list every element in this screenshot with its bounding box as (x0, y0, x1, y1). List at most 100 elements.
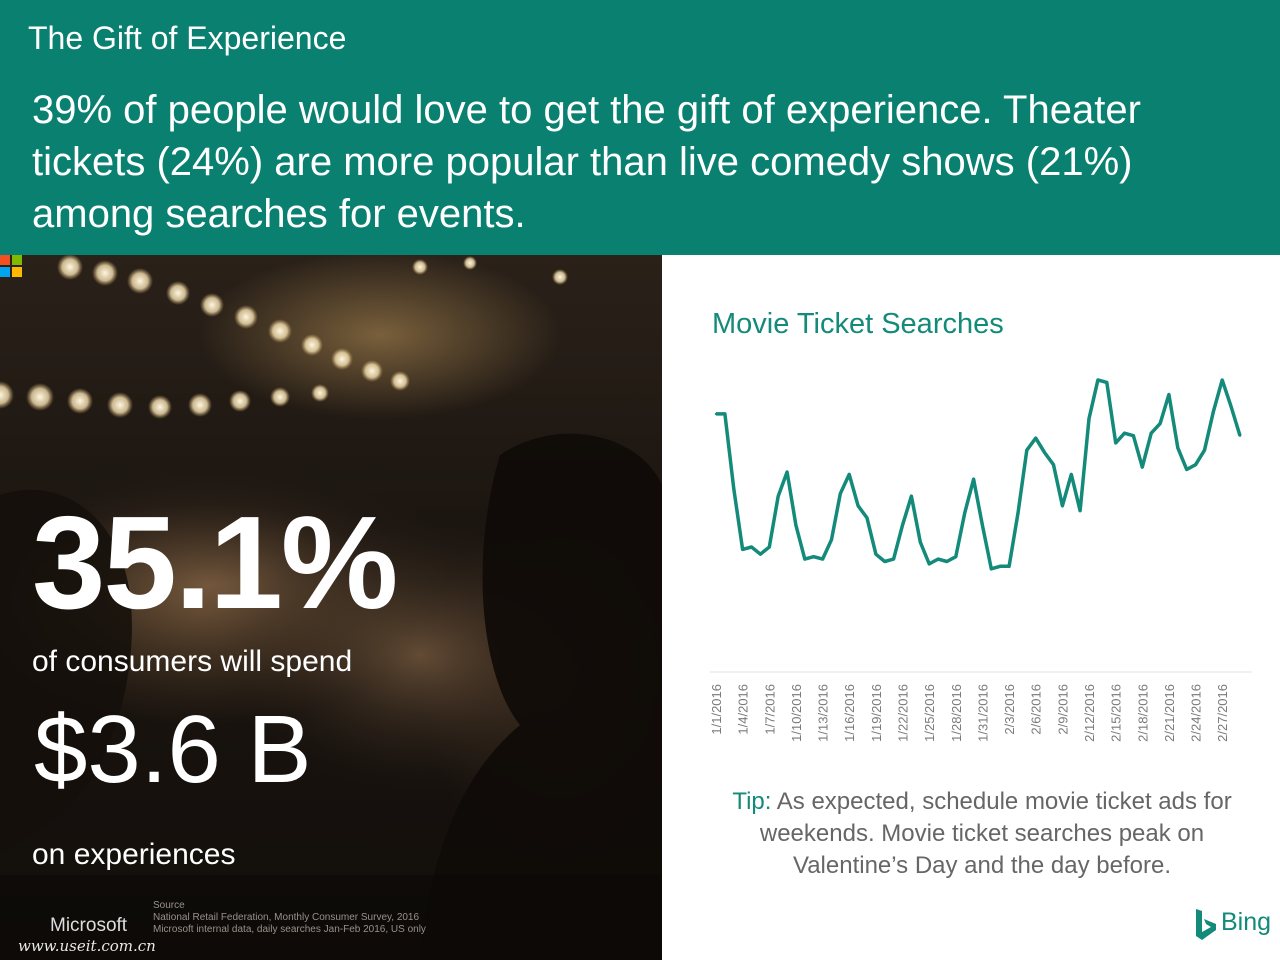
data-point (1203, 449, 1206, 452)
data-point (1150, 432, 1153, 435)
data-point (919, 540, 922, 544)
data-point (1132, 434, 1135, 437)
data-point (883, 560, 886, 563)
data-point (839, 492, 842, 495)
data-point (723, 412, 727, 416)
x-tick-label: 2/9/2016 (1055, 684, 1070, 735)
data-point (741, 548, 744, 551)
data-point (1212, 410, 1215, 413)
x-tick-label: 1/16/2016 (842, 684, 857, 742)
experiences-label: on experiences (32, 838, 236, 871)
data-point (1025, 449, 1028, 452)
x-tick-label: 1/22/2016 (896, 684, 911, 742)
data-point (1078, 509, 1082, 512)
page-title: The Gift of Experience (28, 20, 347, 56)
data-point (1061, 504, 1064, 507)
photo-illustration (0, 255, 662, 960)
data-point (794, 524, 798, 527)
data-point (1167, 393, 1171, 396)
data-point (1176, 446, 1179, 449)
percent-stat: 35.1% (32, 489, 398, 636)
tip-text: Tip: As expected, schedule movie ticket … (712, 786, 1252, 882)
x-tick-label: 1/10/2016 (789, 684, 804, 742)
data-point (785, 470, 789, 474)
x-tick-label: 2/15/2016 (1109, 684, 1124, 742)
bing-logo-icon (1196, 909, 1216, 940)
data-point (1034, 436, 1037, 440)
data-point (963, 511, 966, 515)
headline-text: 39% of people would love to get the gift… (32, 88, 1141, 236)
source-line-1: National Retail Federation, Monthly Cons… (153, 912, 420, 923)
x-tick-label: 2/12/2016 (1082, 684, 1097, 742)
microsoft-logo-icon (0, 255, 22, 277)
data-point (777, 495, 780, 498)
x-tick-label: 2/24/2016 (1189, 684, 1204, 742)
line-chart: 1/1/2016 1/4/2016 1/7/2016 1/10/2016 1/13/20… (709, 378, 1252, 742)
data-point (1194, 463, 1197, 466)
bing-wordmark: Bing (1221, 908, 1272, 936)
data-point (1052, 463, 1055, 466)
x-tick-label: 2/18/2016 (1135, 684, 1150, 742)
data-point (1114, 441, 1117, 445)
data-point (990, 567, 993, 570)
data-point (830, 538, 833, 541)
string-lights (0, 255, 568, 419)
data-point (945, 560, 949, 563)
x-tick-label: 1/7/2016 (762, 684, 777, 735)
data-point (750, 545, 753, 549)
data-point (768, 545, 771, 549)
data-point (1105, 381, 1108, 384)
source-line-2: Microsoft internal data, daily searches … (153, 924, 426, 935)
data-point (1070, 473, 1073, 476)
chart-title: Movie Ticket Searches (712, 308, 1004, 340)
data-point (856, 504, 860, 507)
spend-label: of consumers will spend (32, 645, 353, 678)
x-tick-label: 1/19/2016 (869, 684, 884, 742)
x-tick-label: 1/28/2016 (949, 684, 964, 742)
data-point (1229, 405, 1233, 408)
data-point (981, 524, 984, 527)
source-heading: Source (153, 900, 185, 911)
data-point (954, 555, 957, 558)
data-point (1158, 422, 1162, 425)
data-point (972, 478, 975, 481)
data-point (1007, 565, 1011, 568)
tip-label: Tip: (732, 788, 772, 815)
x-tick-label: 1/13/2016 (816, 684, 831, 742)
x-tick-label: 2/21/2016 (1162, 684, 1177, 742)
data-point (1123, 432, 1126, 435)
tip-body: As expected, schedule movie ticket ads f… (759, 788, 1232, 879)
x-tick-label: 1/4/2016 (736, 684, 751, 735)
data-point (848, 473, 851, 476)
data-point (812, 555, 815, 558)
data-point (999, 565, 1002, 568)
x-tick-label: 1/25/2016 (922, 684, 937, 742)
data-point (803, 557, 806, 561)
x-tick-label: 2/27/2016 (1215, 684, 1230, 742)
series-line (716, 378, 1242, 571)
data-point (892, 557, 895, 561)
data-point (874, 553, 878, 556)
source-note: Source National Retail Federation, Month… (153, 900, 426, 936)
data-point (928, 562, 931, 566)
data-point (1185, 468, 1188, 471)
data-point (910, 495, 913, 498)
data-point (759, 553, 762, 556)
data-point (714, 412, 718, 416)
data-point (1096, 378, 1100, 382)
header-banner: The Gift of Experience 39% of people wou… (0, 0, 1280, 255)
data-point (732, 487, 735, 491)
amount-stat: $3.6 B (34, 696, 312, 803)
microsoft-wordmark: Microsoft (50, 915, 128, 936)
data-point (821, 557, 824, 561)
data-point (901, 524, 904, 527)
x-tick-label: 1/1/2016 (709, 684, 724, 735)
x-tick-label: 1/31/2016 (975, 684, 990, 742)
data-point (1016, 511, 1020, 515)
data-point (936, 557, 940, 561)
data-point (1141, 465, 1144, 469)
data-point (1221, 378, 1224, 382)
data-point (1238, 434, 1242, 437)
x-tick-label: 2/3/2016 (1002, 684, 1017, 735)
data-point (865, 516, 869, 520)
